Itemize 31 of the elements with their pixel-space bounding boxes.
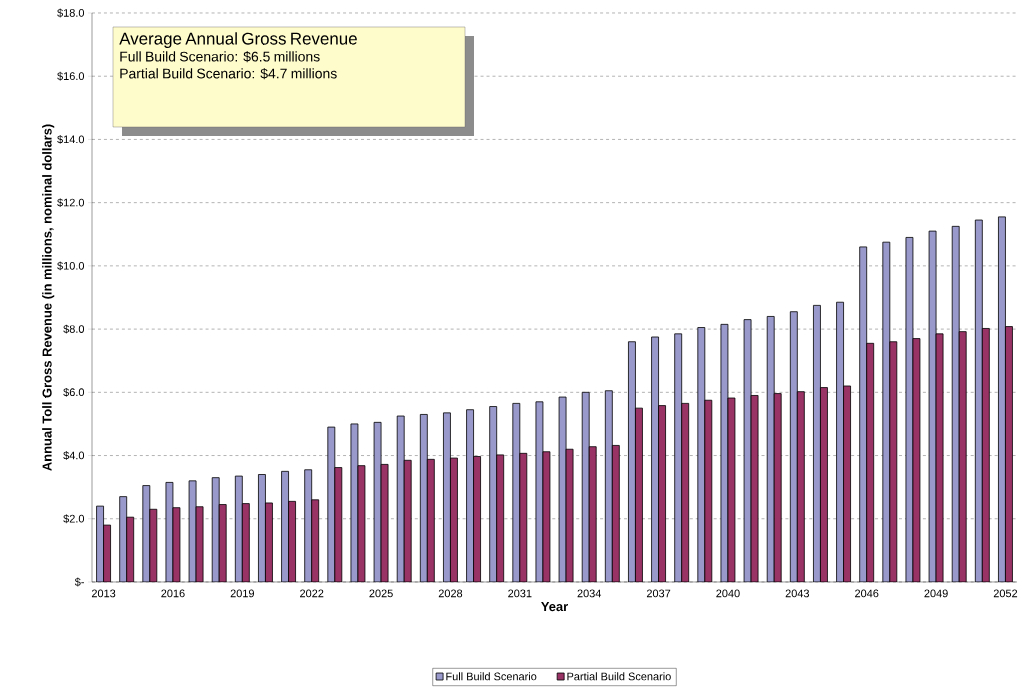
y-tick-label: $2.0 — [63, 514, 85, 524]
annotation: Full Build Scenario: $6.5 millions — [120, 51, 320, 63]
x-axis-title: Year — [541, 602, 568, 612]
annotation: Average Annual Gross Revenue — [119, 32, 357, 48]
annotation: Partial Build Scenario: $4.7 millions — [120, 68, 337, 80]
x-tick-label: 2025 — [369, 589, 393, 598]
x-tick-label: 2052 — [993, 589, 1018, 598]
x-tick-label: 2031 — [508, 589, 532, 598]
y-tick-label: $6.0 — [63, 387, 85, 397]
y-tick-label: $12.0 — [57, 198, 85, 208]
x-tick-label: 2046 — [855, 589, 879, 598]
y-tick-label: $14.0 — [57, 135, 85, 144]
y-tick-label: $4.0 — [63, 451, 85, 460]
legend-label: Partial Build Scenario — [567, 672, 671, 681]
x-tick-label: 2040 — [716, 589, 740, 598]
x-tick-label: 2028 — [438, 589, 463, 598]
x-tick-label: 2037 — [646, 589, 671, 598]
x-tick-label: 2049 — [924, 589, 948, 598]
x-tick-label: 2043 — [785, 589, 810, 598]
y-tick-label: $18.0 — [57, 8, 85, 18]
y-tick-label: $10.0 — [57, 261, 85, 271]
y-tick-label: $- — [74, 577, 84, 587]
x-tick-label: 2019 — [230, 589, 254, 598]
x-tick-label: 2022 — [300, 589, 324, 598]
x-tick-label: 2016 — [161, 589, 185, 598]
y-axis-title: Annual Toll Gross Revenue (in millions, nominal dollars) — [42, 124, 55, 471]
y-tick-label: $16.0 — [57, 71, 85, 81]
x-tick-label: 2013 — [91, 589, 116, 598]
legend-label: Full Build Scenario — [446, 672, 537, 681]
x-tick-label: 2034 — [577, 589, 602, 598]
y-tick-label: $8.0 — [63, 324, 85, 334]
